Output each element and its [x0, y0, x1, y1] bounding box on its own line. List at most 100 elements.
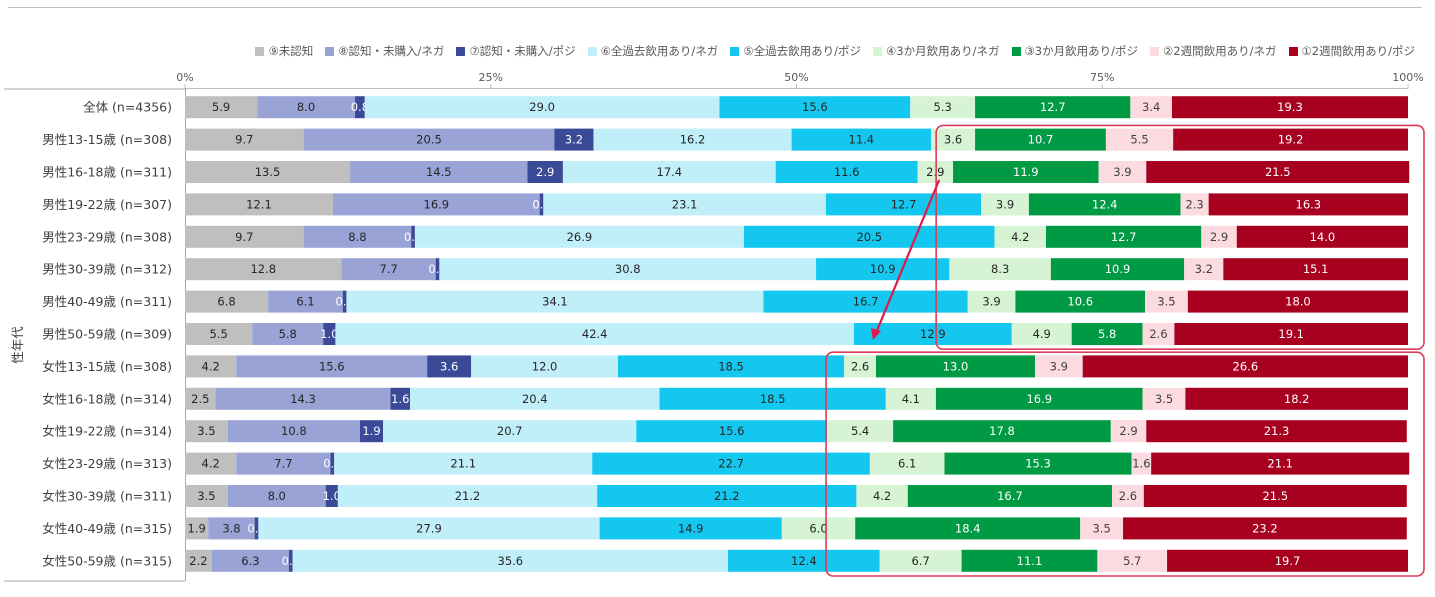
data-label: 3.5	[1157, 295, 1175, 309]
legend-label: ①2週間飲用あり/ポジ	[1301, 44, 1416, 58]
data-label: 15.1	[1303, 262, 1329, 276]
data-label: 6.1	[898, 457, 916, 471]
x-tick-label: 25%	[479, 71, 503, 84]
data-label: 1.9	[362, 424, 380, 438]
category-label: 女性40-49歳 (n=315)	[42, 521, 172, 536]
data-label: 5.8	[1098, 327, 1116, 341]
bar-segment	[257, 96, 355, 119]
data-label: 22.7	[718, 457, 744, 471]
bar-segment	[539, 193, 544, 216]
bar-segment	[1082, 355, 1408, 378]
category-label: 女性30-39歳 (n=311)	[42, 489, 172, 504]
data-label: 21.5	[1265, 165, 1291, 179]
bar-segment	[1050, 258, 1185, 281]
legend-label: ③3か月飲用あり/ポジ	[1024, 44, 1139, 58]
data-label: 21.3	[1264, 424, 1290, 438]
bar-segment	[185, 258, 342, 281]
data-label: 17.8	[989, 424, 1015, 438]
bar-segment	[1201, 225, 1237, 248]
data-label: 27.9	[416, 521, 442, 535]
data-label: 1.0	[320, 327, 338, 341]
legend-item: ④3か月飲用あり/ネガ	[873, 42, 1000, 60]
legend-swatch	[255, 46, 265, 56]
bar-segment	[599, 517, 782, 540]
data-label: 3.9	[1050, 359, 1068, 373]
bar-segment	[303, 128, 555, 151]
y-axis-title: 性年代	[10, 326, 25, 364]
data-label: 15.6	[719, 424, 745, 438]
data-label: 12.8	[250, 262, 276, 276]
bar-segment	[592, 452, 870, 475]
bar-segment	[543, 193, 826, 216]
category-label: 男性30-39歳 (n=312)	[42, 262, 172, 277]
data-label: 16.2	[680, 133, 706, 147]
data-label: 2.9	[1210, 230, 1228, 244]
data-label: 12.7	[1040, 100, 1066, 114]
bar-segment	[410, 387, 660, 410]
bar-segment	[1112, 485, 1144, 507]
data-label: 21.2	[714, 489, 740, 503]
bar-segment	[1097, 549, 1168, 572]
data-label: 16.7	[997, 489, 1023, 503]
category-label: 男性50-59歳 (n=309)	[42, 327, 172, 342]
bar-segment	[185, 290, 269, 313]
bar-segment	[855, 517, 1081, 540]
bar-segment	[236, 355, 428, 378]
data-label: 5.3	[934, 100, 952, 114]
category-label: 全体 (n=4356)	[83, 100, 172, 115]
data-label: 3.2	[1195, 262, 1213, 276]
bar-segment	[292, 549, 729, 572]
bar-segment	[427, 355, 472, 378]
bar-segment	[1015, 290, 1146, 313]
legend-label: ⑨未認知	[268, 44, 314, 58]
bar-segment	[879, 549, 962, 572]
category-label: 男性40-49歳 (n=311)	[42, 294, 172, 309]
category-label: 女性16-18歳 (n=314)	[42, 391, 172, 406]
bar-segment	[227, 420, 360, 443]
bar-segment	[1123, 517, 1407, 540]
legend-item: ③3か月飲用あり/ポジ	[1011, 42, 1139, 60]
data-label: 21.5	[1262, 489, 1288, 503]
data-label: 19.2	[1278, 133, 1304, 147]
bar-segment	[323, 323, 336, 345]
bar-segment	[411, 225, 415, 248]
bar-segment	[743, 225, 995, 248]
bar-segment	[354, 96, 365, 119]
bar-segment	[994, 225, 1046, 248]
bar-segment	[597, 485, 857, 507]
data-label: 3.4	[1142, 100, 1160, 114]
data-label: 12.1	[246, 197, 272, 211]
bar-segment	[763, 290, 968, 313]
data-label: 11.9	[1013, 165, 1039, 179]
legend-label: ⑧認知・未購入/ネガ	[338, 44, 445, 58]
data-label: 3.6	[944, 133, 962, 147]
bar-segment	[1174, 323, 1408, 345]
bar-segment	[1098, 161, 1147, 183]
data-label: 7.7	[274, 457, 292, 471]
data-label: 10.6	[1067, 295, 1093, 309]
data-label: 5.5	[1130, 133, 1148, 147]
legend-item: ②2週間飲用あり/ネガ	[1150, 42, 1277, 60]
data-label: 30.8	[615, 262, 641, 276]
data-label: 3.9	[982, 295, 1000, 309]
data-label: 8.3	[991, 262, 1009, 276]
legend-item: ⑧認知・未購入/ネガ	[325, 42, 444, 60]
data-label: 20.5	[416, 133, 442, 147]
legend-item: ⑦認知・未購入/ポジ	[456, 42, 576, 60]
bar-segment	[335, 323, 854, 345]
legend-label: ②2週間飲用あり/ネガ	[1163, 44, 1277, 58]
data-label: 2.6	[851, 359, 869, 373]
data-label: 0.8	[351, 100, 369, 114]
category-label: 男性19-22歳 (n=307)	[42, 197, 172, 212]
bar-segment	[185, 517, 209, 540]
data-label: 19.7	[1275, 554, 1301, 568]
data-label: 12.7	[1111, 230, 1137, 244]
bar-segment	[1236, 225, 1408, 248]
bar-segment	[527, 161, 563, 183]
legend-item: ⑤全過去飲用あり/ポジ	[730, 42, 861, 60]
data-label: 18.5	[760, 392, 786, 406]
bar-segment	[825, 193, 982, 216]
data-label: 18.2	[1284, 392, 1310, 406]
data-label: 4.9	[1033, 327, 1051, 341]
